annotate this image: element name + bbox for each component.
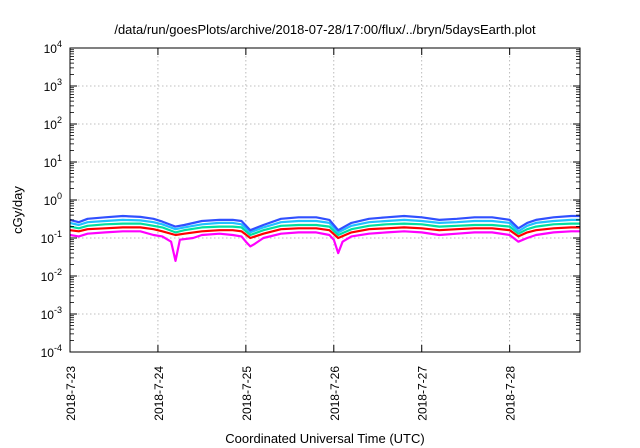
y-axis: 10-4 10-3 10-2 10-1 100 101 102 103 104 (41, 39, 580, 360)
series-line (69, 222, 580, 237)
series-line (69, 218, 580, 234)
y-tick-label: 10-2 (41, 267, 62, 284)
y-tick-label: 102 (44, 115, 62, 132)
y-tick-label: 103 (44, 77, 62, 94)
x-tick-label: 2018-7-23 (64, 366, 78, 421)
x-tick-label: 2018-7-28 (504, 366, 518, 421)
y-tick-label: 10-1 (41, 229, 62, 246)
chart-title: /data/run/goesPlots/archive/2018-07-28/1… (114, 22, 536, 37)
x-tick-label: 2018-7-25 (240, 366, 254, 421)
x-tick-label: 2018-7-26 (328, 366, 342, 421)
grid (70, 48, 580, 352)
x-tick-label: 2018-7-24 (152, 366, 166, 421)
y-tick-label: 100 (44, 191, 62, 208)
y-axis-title: cGy/day (10, 186, 25, 234)
y-tick-label: 10-4 (41, 343, 62, 360)
series-line (69, 230, 580, 262)
x-axis: 2018-7-23 2018-7-24 2018-7-25 2018-7-26 2018… (64, 48, 518, 421)
y-tick-label: 104 (44, 39, 62, 56)
x-axis-title: Coordinated Universal Time (UTC) (225, 431, 424, 446)
series-layer (69, 214, 580, 262)
x-tick-label: 2018-7-27 (416, 366, 430, 421)
y-tick-label: 10-3 (41, 305, 62, 322)
y-tick-label: 101 (44, 153, 62, 170)
series-line (69, 226, 580, 240)
series-line (69, 214, 580, 232)
